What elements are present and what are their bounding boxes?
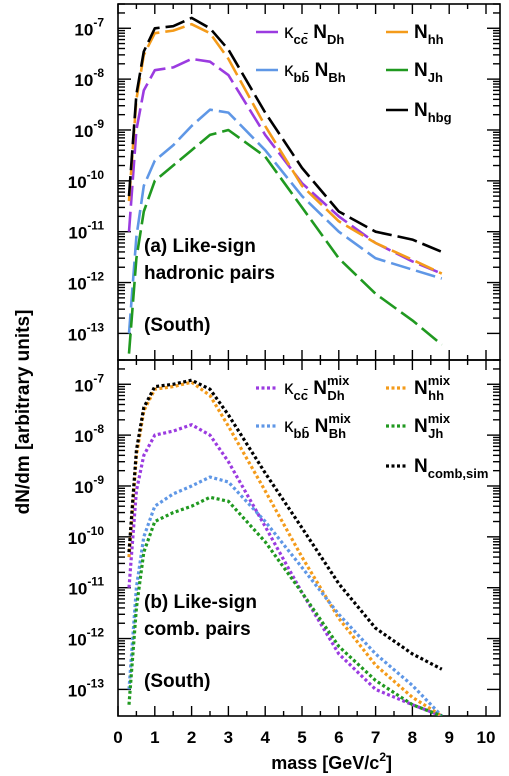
x-tick-label: 1 <box>150 728 159 747</box>
x-tick-label: 8 <box>408 728 417 747</box>
x-tick-label: 4 <box>260 728 270 747</box>
x-tick-label: 10 <box>477 728 496 747</box>
curve-purple-cc-Dh <box>127 423 443 716</box>
x-tick-label: 3 <box>224 728 233 747</box>
annotation-line: hadronic pairs <box>144 263 275 284</box>
panel-bottom-comb-pairs: 10-7 10-8 10-9 10-10 10-11 10-12 10-13 (b) Like… <box>68 359 501 717</box>
y-tick-label: 10-12 <box>68 270 105 294</box>
y-tick-label: 10-9 <box>74 473 104 497</box>
y-axis-label: dN/dm [arbitrary units] <box>13 310 34 515</box>
y-tick-label: 10-12 <box>68 626 105 650</box>
annotation-line: (a) Like-sign <box>144 236 256 257</box>
legend-label: κcc̄ Nmix Dh <box>284 373 350 403</box>
y-tick-label: 10-9 <box>74 117 104 141</box>
legend-label: Nhh <box>414 22 444 47</box>
x-axis-label: mass [GeV/c2] <box>271 750 392 773</box>
legend-label: κbb̄ NBh <box>284 60 346 85</box>
annotation-line: (South) <box>144 671 210 692</box>
curve-orange-hh <box>127 380 443 716</box>
y-tick-label: 10-13 <box>68 320 105 344</box>
annotation-line: (South) <box>144 315 210 336</box>
curve-black-comb,sim <box>127 378 443 671</box>
x-tick-label: 0 <box>113 728 122 747</box>
y-tick-label: 10-7 <box>74 371 104 395</box>
y-tick-label: 10-13 <box>68 676 105 700</box>
annotation-line: comb. pairs <box>144 619 251 640</box>
legend-label: Nmix Jh <box>414 411 451 441</box>
legend-label: Nmix hh <box>414 373 451 403</box>
x-tick-label: 9 <box>444 728 453 747</box>
legend-label: Nhbg <box>414 100 452 125</box>
x-tick-label: 6 <box>334 728 343 747</box>
panel-frame <box>117 3 501 361</box>
legend-label: κbb̄ Nmix Bh <box>284 411 352 441</box>
legend-label: NJh <box>414 60 443 85</box>
x-tick-label: 5 <box>297 728 306 747</box>
curve-green-Jh <box>127 128 443 354</box>
panel-top-hadronic-pairs: 10-7 10-8 10-9 10-10 10-11 10-12 10-13 (a) Like… <box>68 3 501 361</box>
legend-label: Ncomb,sim <box>414 456 488 481</box>
curve-lightblue-bb-Bh <box>127 108 443 334</box>
y-tick-label: 10-8 <box>74 66 104 90</box>
curve-black-hbg <box>127 16 443 254</box>
y-tick-label: 10-7 <box>74 15 104 39</box>
panel-frame <box>117 359 501 717</box>
y-tick-label: 10-11 <box>68 575 104 599</box>
y-tick-label: 10-10 <box>68 168 105 192</box>
curve-lightblue-bb-Bh <box>127 475 443 716</box>
x-axis: 0 1 2 3 4 5 6 7 8 9 10 <box>113 728 495 747</box>
legend-label: κcc̄ NDh <box>284 22 344 47</box>
curve-purple-cc-Dh <box>127 57 443 275</box>
x-tick-label: 2 <box>187 728 196 747</box>
y-tick-label: 10-8 <box>74 422 104 446</box>
x-tick-label: 7 <box>371 728 380 747</box>
annotation-line: (b) Like-sign <box>144 592 257 613</box>
curve-green-Jh <box>127 495 443 716</box>
y-tick-label: 10-10 <box>68 524 105 548</box>
curve-orange-hh <box>127 22 443 275</box>
y-tick-label: 10-11 <box>68 219 104 243</box>
